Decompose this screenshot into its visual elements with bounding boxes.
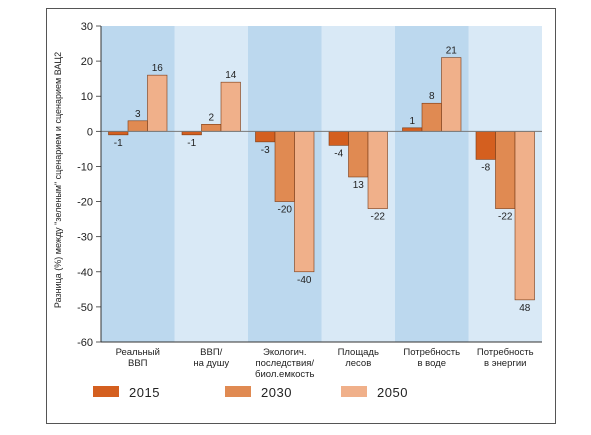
bar-2015 (402, 127, 423, 132)
data-label: -1 (187, 138, 196, 149)
bar-2050 (367, 131, 388, 209)
data-label: -4 (334, 148, 343, 159)
bar-2030 (201, 124, 222, 132)
bar-2015 (475, 131, 496, 160)
legend-label: 2050 (377, 385, 408, 400)
data-label: 48 (519, 303, 531, 314)
y-axis-title: Разница (%) между "зеленым" сценарием и … (53, 52, 63, 308)
category-label: в воде (417, 358, 446, 369)
data-label: 2 (208, 112, 214, 123)
category-label: последствия/ (255, 358, 314, 369)
legend-swatch-2030 (225, 386, 251, 397)
data-label: -8 (481, 162, 490, 173)
category-label: Реальный (116, 347, 160, 358)
data-label: 16 (152, 63, 164, 74)
chart-frame: 30 20 10 0 -10 -20 -30 -40 -50 -60 -1 3 16 -1 2 14 -3 -20… (46, 8, 556, 424)
data-label: 13 (353, 180, 365, 191)
bar-2050 (514, 131, 535, 301)
category-label: Потребность (477, 347, 534, 358)
y-tick-label: 10 (81, 91, 93, 103)
category-label: Потребность (403, 347, 460, 358)
bar-chart: 30 20 10 0 -10 -20 -30 -40 -50 -60 -1 3 16 -1 2 14 -3 -20… (53, 21, 542, 400)
data-label: -20 (278, 205, 293, 216)
bar-2050 (220, 81, 241, 132)
category-label: Площадь (338, 347, 379, 358)
data-label: -22 (371, 212, 386, 223)
data-label: -22 (498, 212, 513, 223)
legend-label: 2030 (261, 385, 292, 400)
data-label: -1 (114, 138, 123, 149)
y-tick-label: -60 (77, 337, 93, 349)
bar-2030 (421, 102, 442, 132)
data-label: 21 (446, 46, 458, 57)
category-label: Экологич. (263, 347, 306, 358)
category-label: в энергии (484, 358, 526, 369)
legend-swatch-2015 (93, 386, 119, 397)
y-tick-label: 0 (87, 126, 93, 138)
data-label: -40 (297, 275, 312, 286)
y-tick-label: -20 (77, 197, 93, 209)
category-label: биол.емкость (255, 369, 314, 380)
legend-label: 2015 (129, 385, 160, 400)
y-tick-label: 20 (81, 56, 93, 68)
data-label: 1 (409, 116, 415, 127)
category-label: ВВП/ (200, 347, 223, 358)
category-label: на душу (193, 358, 229, 369)
bar-2030 (127, 120, 148, 132)
bar-2015 (255, 131, 276, 143)
category-band (101, 26, 175, 342)
y-tick-label: -10 (77, 161, 93, 173)
y-tick-label: -50 (77, 302, 93, 314)
bar-2030 (495, 131, 516, 209)
data-label: 3 (135, 109, 141, 120)
bar-2015 (328, 131, 349, 146)
y-tick-label: -30 (77, 232, 93, 244)
data-label: 14 (225, 70, 237, 81)
y-tick-label: -40 (77, 267, 93, 279)
y-tick-label: 30 (81, 21, 93, 33)
bar-2050 (441, 57, 462, 132)
bar-2015 (108, 131, 129, 136)
bar-2015 (181, 131, 202, 136)
data-label: 8 (429, 91, 435, 102)
category-label: ВВП (128, 358, 148, 369)
bar-2030 (274, 131, 295, 202)
legend-swatch-2050 (341, 386, 367, 397)
category-label: лесов (345, 358, 371, 369)
bar-2050 (147, 74, 168, 132)
category-band (174, 26, 248, 342)
bar-2050 (294, 131, 315, 273)
data-label: -3 (261, 145, 270, 156)
bar-2030 (348, 131, 369, 178)
